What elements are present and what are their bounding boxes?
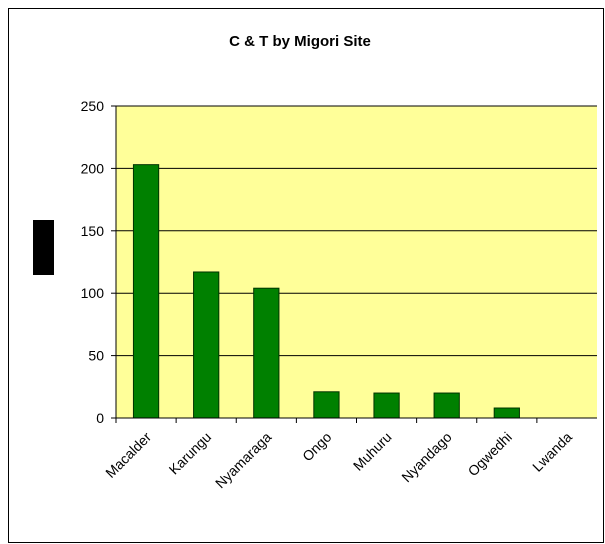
y-tick-label: 50: [88, 348, 104, 364]
plot-area: [116, 106, 597, 418]
chart-title: C & T by Migori Site: [229, 33, 371, 50]
bar: [493, 407, 520, 419]
bar: [433, 392, 460, 419]
bar: [132, 164, 160, 419]
bar: [253, 287, 280, 419]
y-tick-label: 0: [96, 410, 104, 426]
y-tick-label: 200: [81, 160, 105, 176]
bar: [193, 271, 220, 419]
bar: [313, 391, 340, 419]
y-tick-label: 150: [81, 223, 105, 239]
y-tick-label: 100: [81, 285, 105, 301]
y-tick-label: 250: [81, 98, 105, 114]
redacted-axis-label: [33, 220, 54, 275]
bar: [373, 392, 400, 419]
